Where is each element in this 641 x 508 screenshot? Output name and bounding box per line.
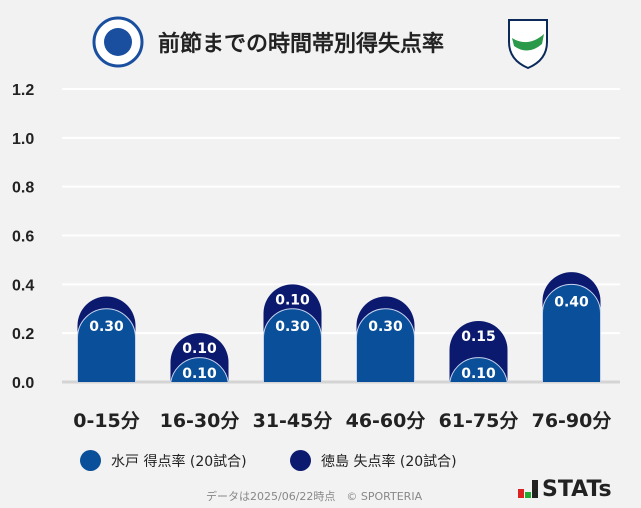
y-tick-label: 1.0 — [12, 131, 34, 148]
data-label-mito: 0.40 — [554, 294, 589, 310]
y-tick-label: 0.0 — [12, 375, 34, 392]
tokushima-logo-swoosh-icon — [512, 34, 544, 51]
stats-logo: STATs — [518, 477, 612, 502]
y-tick-label: 0.8 — [12, 180, 34, 197]
y-tick-label: 0.4 — [12, 277, 34, 294]
x-tick-label: 76-90分 — [532, 410, 612, 432]
x-tick-label: 46-60分 — [346, 410, 426, 432]
data-label-mito: 0.10 — [461, 366, 496, 382]
chart-title: 前節までの時間帯別得失点率 — [158, 32, 445, 57]
bar-mito — [356, 308, 415, 382]
data-label-mito: 0.30 — [89, 319, 124, 335]
mito-logo-inner-icon — [104, 28, 132, 56]
data-label-mito: 0.10 — [182, 366, 217, 382]
x-tick-label: 61-75分 — [439, 410, 519, 432]
legend-label: 徳島 失点率 (20試合) — [321, 453, 457, 470]
y-tick-label: 0.2 — [12, 326, 34, 343]
data-label-tokushima: 0.10 — [182, 341, 217, 357]
y-tick-label: 0.6 — [12, 229, 34, 246]
data-label-mito: 0.30 — [275, 319, 310, 335]
footer-note: データは2025/06/22時点 © SPORTERIA — [206, 490, 423, 503]
data-label-mito: 0.30 — [368, 319, 403, 335]
y-tick-label: 1.2 — [12, 82, 34, 99]
x-tick-label: 16-30分 — [160, 410, 240, 432]
bar-mito — [449, 357, 508, 382]
legend-item-mito: 水戸 得点率 (20試合) — [80, 450, 247, 471]
bar-mito — [170, 357, 229, 382]
bar-mito — [542, 283, 601, 382]
bar-mito — [77, 308, 136, 382]
data-label-tokushima: 0.15 — [461, 329, 496, 345]
legend-swatch-icon — [290, 450, 311, 471]
bar-mito — [263, 308, 322, 382]
x-tick-label: 0-15分 — [73, 410, 140, 432]
legend-swatch-icon — [80, 450, 101, 471]
data-label-tokushima: 0.10 — [275, 292, 310, 308]
legend-label: 水戸 得点率 (20試合) — [111, 453, 247, 470]
legend-item-tokushima: 徳島 失点率 (20試合) — [290, 450, 457, 471]
x-tick-label: 31-45分 — [253, 410, 333, 432]
stats-bars-icon — [518, 480, 538, 498]
